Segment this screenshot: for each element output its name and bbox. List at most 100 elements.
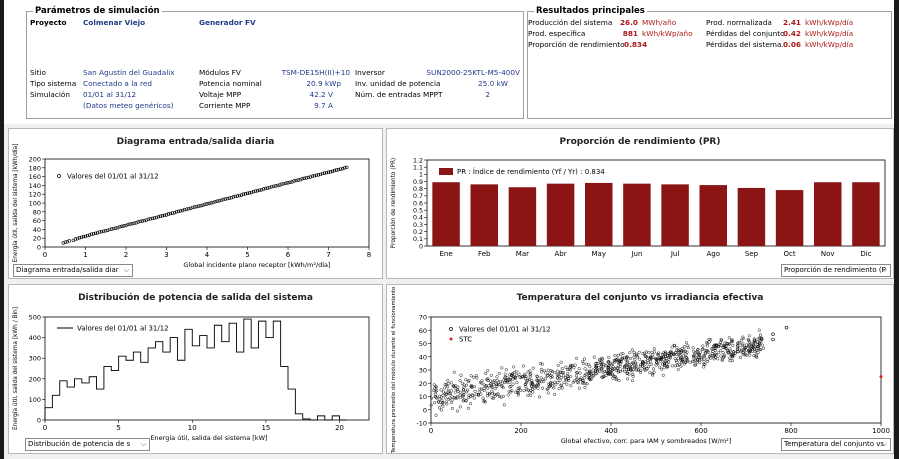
x-tick-label: 6 [286, 251, 291, 259]
nominal-power-label: Potencia nominal [199, 79, 262, 88]
simulation-label: Simulación [30, 90, 70, 99]
x-tick-label: 20 [335, 424, 344, 432]
io-daily-select-value: Diagrama entrada/salida diar [16, 266, 119, 274]
mpp-current-label: Corriente MPP [199, 101, 250, 110]
x-tick-label: Abr [555, 250, 567, 258]
inverter-value: SUN2000-25KTL-M5-400V [406, 68, 520, 77]
mpp-current-value: 9.7 A [261, 101, 333, 110]
pv-modules-label: Módulos FV [199, 68, 241, 77]
array-losses-value: 0.42 [776, 29, 801, 38]
performance-ratio-panel: Proporción de rendimiento (PR) 0 0.1 0.2 0.… [386, 128, 894, 279]
array-losses-unit: kWh/kWp/día [805, 29, 853, 38]
power-distribution-select-value: Distribución de potencia de s [28, 440, 130, 448]
legend-label: PR : Índice de rendimiento (Yf / Yr) : 0… [457, 167, 605, 176]
bar-sep [738, 188, 765, 246]
y-tick-label: 0.5 [413, 207, 423, 214]
y-tick-label: 300 [29, 355, 41, 363]
x-tick-label: 0 [429, 427, 433, 435]
x-tick-label: Oct [784, 250, 796, 258]
y-tick-label: 100 [29, 396, 41, 404]
x-axis-label: Global incidente plano receptor [kWh/m²/… [183, 261, 330, 269]
x-axis-label: Global efectivo, corr. para IAM y sombre… [561, 437, 732, 445]
inverter-unit-power-value: 25.0 kW [436, 79, 508, 88]
x-tick-label: Sep [745, 250, 759, 258]
legend-label: Valores del 01/01 al 31/12 [459, 326, 551, 334]
pv-modules-value: TSM-DE15H(II)+10 [261, 68, 350, 77]
system-production-unit: MWh/año [642, 18, 676, 27]
y-tick-label: 0.1 [413, 236, 423, 243]
x-tick-label: Ene [439, 250, 452, 258]
x-tick-label: Mar [516, 250, 529, 258]
y-axis-label: Energía útil, salida del sistema [kWh / … [12, 307, 19, 430]
y-tick-label: 40 [419, 353, 427, 361]
site-label: Sitio [30, 68, 46, 77]
io-daily-select[interactable]: Diagrama entrada/salida diar ⌵ [13, 264, 133, 277]
power-distribution-chart: 01002003004005000 5 10 15 20Valores del 01/0… [9, 285, 384, 455]
mpp-voltage-label: Voltaje MPP [199, 90, 241, 99]
y-tick-label: 500 [29, 314, 41, 322]
power-distribution-panel: Distribución de potencia de salida del s… [8, 284, 383, 454]
chevron-down-icon: ⌵ [122, 265, 131, 276]
x-tick-label: 7 [326, 251, 330, 259]
x-tick-label: 400 [604, 427, 617, 435]
x-tick-label: Nov [821, 250, 835, 258]
bar-feb [471, 184, 498, 246]
x-tick-label: 600 [694, 427, 707, 435]
x-tick-label: 3 [164, 251, 168, 259]
performance-ratio-select[interactable]: Proporción de rendimiento (P ⌵ [781, 264, 891, 277]
y-tick-label: 400 [29, 334, 41, 342]
y-tick-label: 0.4 [413, 215, 423, 222]
x-tick-label: 8 [367, 251, 371, 259]
chevron-down-icon: ⌵ [880, 439, 889, 450]
y-tick-label: 200 [29, 375, 41, 383]
y-tick-label: 50 [419, 340, 427, 348]
specific-production-unit: kWh/kWp/año [642, 29, 693, 38]
y-tick-label: 80 [33, 208, 41, 216]
power-distribution-select[interactable]: Distribución de potencia de s ⌵ [25, 438, 150, 451]
chevron-down-icon: ⌵ [880, 265, 889, 276]
x-tick-label: Jun [630, 250, 642, 258]
system-losses-label: Pérdidas del sistema. [706, 40, 784, 49]
y-tick-label: 20 [419, 380, 427, 388]
y-tick-label: 0.9 [413, 179, 423, 186]
array-losses-label: Pérdidas del conjunto [706, 29, 785, 38]
array-temperature-select-value: Temperatura del conjunto vs [784, 440, 884, 448]
y-tick-label: 0 [419, 243, 423, 250]
y-tick-label: 0.3 [413, 222, 423, 229]
mppt-inputs-label: Núm. de entradas MPPT [355, 90, 443, 99]
y-tick-label: 40 [33, 226, 41, 234]
bar-may [585, 183, 612, 246]
pv-generator-heading: Generador FV [199, 18, 256, 27]
x-tick-label: 1 [83, 251, 87, 259]
x-tick-label: 15 [261, 424, 270, 432]
meteo-data-note: (Datos meteo genéricos) [83, 101, 174, 110]
system-type-label: Tipo sistema [30, 79, 76, 88]
y-tick-label: 1 [419, 172, 423, 179]
specific-production-value: 881 [606, 29, 638, 38]
y-tick-label: -10 [416, 420, 427, 428]
legend-label: Valores del 01/01 al 31/12 [67, 173, 159, 181]
x-tick-label: 2 [124, 251, 128, 259]
performance-ratio-label: Proporción de rendimiento [528, 40, 625, 49]
y-tick-label: 180 [29, 164, 41, 172]
bar-ago [700, 185, 727, 246]
y-tick-label: 0 [37, 417, 41, 425]
array-temperature-chart: -100102030405060700 200 400 600 800 1000Valor… [387, 285, 895, 455]
bar-oct [776, 190, 803, 246]
y-tick-label: 140 [29, 182, 41, 190]
array-temperature-select[interactable]: Temperatura del conjunto vs ⌵ [781, 438, 891, 451]
x-tick-label: 1000 [872, 427, 890, 435]
y-tick-label: 1.1 [413, 164, 423, 171]
y-tick-label: 20 [33, 235, 41, 243]
performance-ratio-value: 0.834 [624, 40, 647, 49]
bar-jun [623, 184, 650, 246]
legend-swatch [439, 168, 453, 175]
y-tick-label: 0.7 [413, 193, 423, 200]
y-tick-label: 0 [37, 244, 41, 252]
performance-ratio-select-value: Proporción de rendimiento (P [784, 266, 886, 274]
x-tick-label: 5 [245, 251, 249, 259]
y-axis-label: Temperatura promedio del módulo durante … [390, 287, 397, 455]
bar-mar [509, 187, 536, 246]
y-tick-label: 120 [29, 191, 41, 199]
system-type-value: Conectado a la red [83, 79, 152, 88]
